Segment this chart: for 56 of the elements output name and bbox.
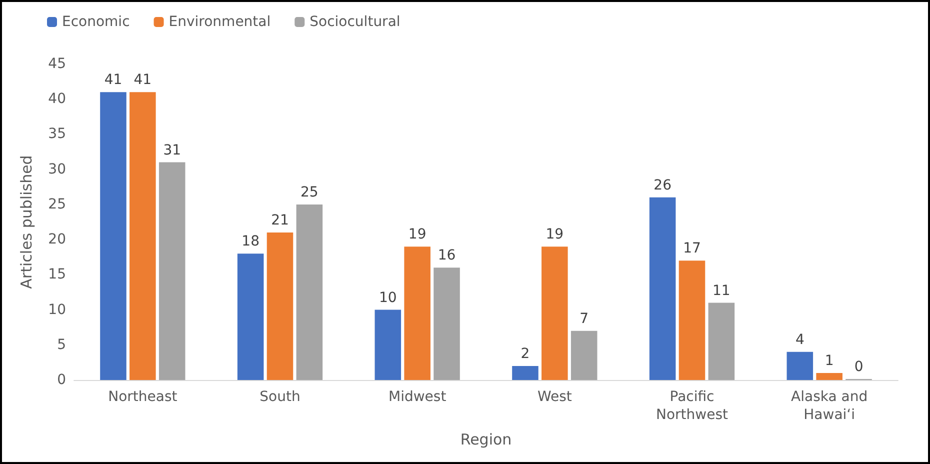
data-label: 41 bbox=[134, 72, 152, 88]
data-label: 0 bbox=[854, 359, 864, 375]
y-axis-title: Articles published bbox=[18, 155, 36, 289]
bar bbox=[404, 246, 430, 380]
legend-label: Environmental bbox=[168, 14, 271, 30]
bar bbox=[708, 302, 735, 380]
bar bbox=[266, 232, 294, 380]
legend-label: Economic bbox=[62, 14, 130, 30]
bar bbox=[130, 92, 156, 380]
data-label: 26 bbox=[654, 177, 672, 194]
bar bbox=[434, 268, 460, 380]
bar bbox=[649, 197, 676, 380]
data-label: 18 bbox=[242, 234, 260, 250]
legend-label: Sociocultural bbox=[310, 14, 400, 30]
data-label: 19 bbox=[408, 226, 426, 243]
y-tick-label: 30 bbox=[48, 161, 66, 178]
x-axis-title: Region bbox=[460, 430, 512, 448]
bar bbox=[374, 310, 402, 380]
y-tick-label: 10 bbox=[48, 302, 66, 318]
x-tick-label: Alaska and Hawaiʻi bbox=[791, 389, 868, 423]
data-label: 10 bbox=[378, 290, 397, 306]
data-label: 1 bbox=[824, 352, 834, 369]
data-label: 19 bbox=[546, 226, 564, 243]
y-tick-label: 20 bbox=[48, 232, 66, 248]
y-tick-label: 45 bbox=[48, 56, 66, 72]
bar bbox=[570, 330, 598, 380]
y-tick-label: 35 bbox=[48, 126, 66, 142]
data-label: 21 bbox=[271, 212, 289, 229]
y-tick-label: 5 bbox=[57, 336, 66, 353]
x-tick-label: Midwest bbox=[388, 389, 447, 405]
y-tick-label: 40 bbox=[48, 91, 66, 108]
data-label: 25 bbox=[300, 184, 318, 200]
data-label: 7 bbox=[580, 310, 589, 327]
bar bbox=[786, 352, 814, 380]
data-label: 41 bbox=[104, 72, 122, 88]
data-label: 16 bbox=[438, 248, 456, 264]
data-label: 4 bbox=[795, 332, 804, 348]
bar bbox=[296, 204, 323, 380]
x-tick-label: Northeast bbox=[108, 389, 178, 405]
x-tick-label: West bbox=[537, 389, 572, 405]
bar bbox=[678, 260, 706, 380]
y-tick-label: 15 bbox=[48, 266, 66, 283]
bar bbox=[100, 92, 126, 380]
bar bbox=[542, 246, 568, 380]
y-tick-label: 25 bbox=[48, 196, 66, 212]
x-tick-label: Pacific Northwest bbox=[656, 389, 729, 423]
data-label: 31 bbox=[163, 142, 182, 158]
y-tick-label: 0 bbox=[57, 372, 66, 388]
data-label: 17 bbox=[683, 240, 701, 257]
bar bbox=[237, 254, 264, 380]
bar bbox=[512, 366, 538, 380]
bar bbox=[816, 372, 842, 380]
data-label: 11 bbox=[712, 282, 730, 299]
x-tick-label: South bbox=[260, 389, 300, 405]
data-label: 2 bbox=[520, 346, 530, 362]
bar bbox=[158, 162, 186, 380]
